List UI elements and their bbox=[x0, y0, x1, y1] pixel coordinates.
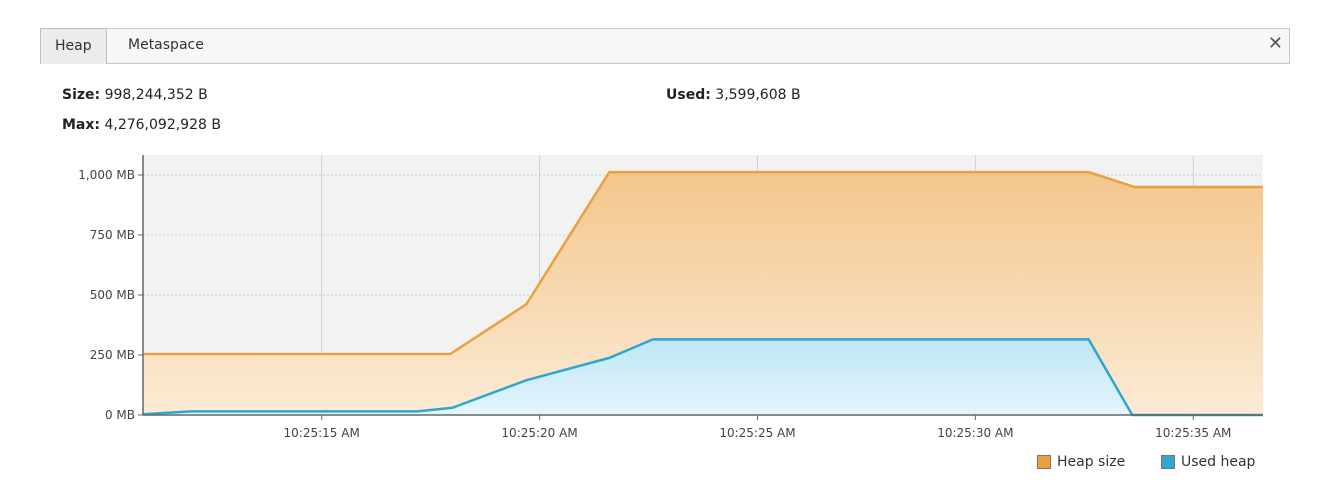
size-stat: Size: 998,244,352 B bbox=[62, 87, 208, 103]
size-value: 998,244,352 B bbox=[104, 87, 208, 103]
heap-size-swatch bbox=[1037, 455, 1051, 469]
heap-size-line bbox=[143, 170, 1263, 356]
x-tick-label: 10:25:20 AM bbox=[501, 426, 577, 440]
tab-heap[interactable]: Heap bbox=[40, 28, 107, 64]
used-heap-area bbox=[143, 339, 1263, 415]
tab-metaspace[interactable]: Metaspace bbox=[128, 37, 204, 53]
x-tick-label: 10:25:25 AM bbox=[719, 426, 795, 440]
used-heap-swatch bbox=[1161, 455, 1175, 469]
max-stat: Max: 4,276,092,928 B bbox=[62, 117, 221, 133]
used-label: Used: bbox=[666, 87, 711, 103]
legend-used-heap-label: Used heap bbox=[1181, 454, 1256, 470]
used-stat: Used: 3,599,608 B bbox=[666, 87, 801, 103]
y-tick-label: 750 MB bbox=[90, 228, 135, 242]
legend-used-heap: Used heap bbox=[1161, 454, 1255, 470]
y-tick-label: 250 MB bbox=[90, 348, 135, 362]
close-icon[interactable]: ✕ bbox=[1267, 33, 1283, 54]
max-value: 4,276,092,928 B bbox=[104, 117, 221, 133]
x-tick-label: 10:25:15 AM bbox=[284, 426, 360, 440]
size-label: Size: bbox=[62, 87, 101, 103]
x-tick-label: 10:25:35 AM bbox=[1155, 426, 1231, 440]
tab-bar: Heap Metaspace ✕ bbox=[40, 28, 1290, 64]
y-tick-label: 500 MB bbox=[90, 288, 135, 302]
used-value: 3,599,608 B bbox=[715, 87, 801, 103]
y-tick-label: 0 MB bbox=[105, 408, 135, 422]
max-label: Max: bbox=[62, 117, 101, 133]
x-tick-label: 10:25:30 AM bbox=[937, 426, 1013, 440]
used-heap-line bbox=[142, 338, 1263, 417]
y-tick-label: 1,000 MB bbox=[78, 168, 135, 182]
legend-heap-size-label: Heap size bbox=[1057, 454, 1126, 470]
legend-heap-size: Heap size bbox=[1037, 454, 1125, 470]
